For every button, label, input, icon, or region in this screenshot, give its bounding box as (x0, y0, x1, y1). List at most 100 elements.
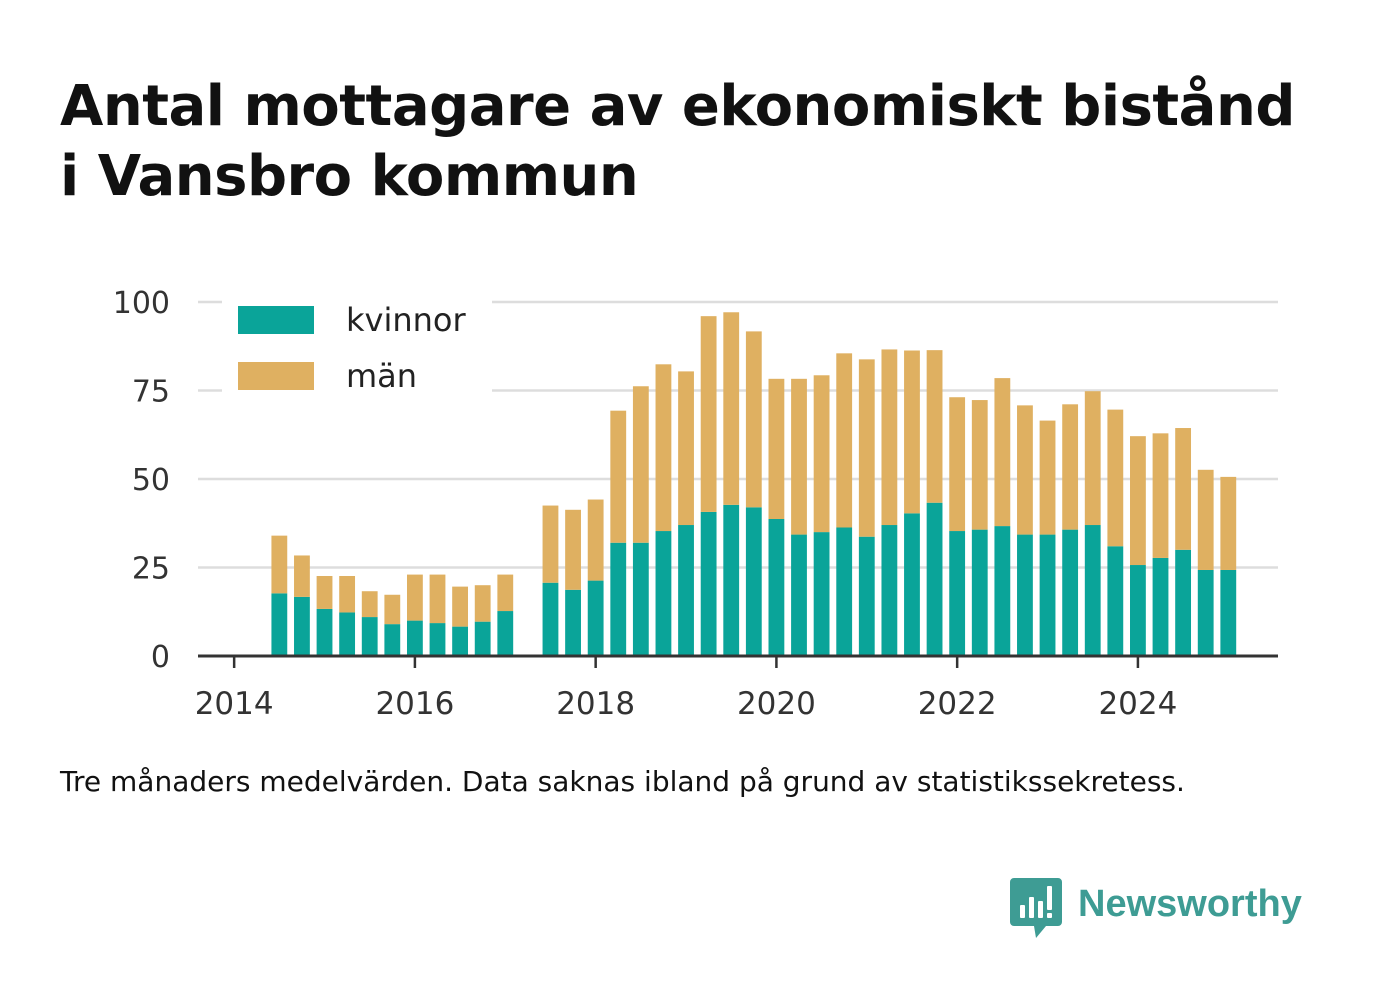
bar-kvinnor (339, 612, 356, 656)
bar-kvinnor (271, 593, 288, 656)
bar-kvinnor (949, 531, 966, 656)
bar-kvinnor (813, 532, 830, 656)
legend-label: kvinnor (346, 301, 467, 339)
bar-kvinnor (1084, 525, 1101, 656)
bar-man (745, 331, 762, 508)
legend-swatch (238, 362, 314, 390)
bar-man (565, 509, 581, 590)
bar-man (994, 378, 1011, 527)
bar-man (813, 375, 830, 533)
bar-kvinnor (926, 502, 943, 656)
bar-kvinnor (881, 525, 898, 656)
bar-kvinnor (384, 624, 401, 656)
bar-kvinnor (700, 511, 717, 656)
x-tick-label: 2016 (375, 686, 454, 722)
bar-man (700, 316, 717, 512)
bar-kvinnor (655, 531, 672, 656)
bar-man (1220, 476, 1237, 570)
chart-footnote: Tre månaders medelvärden. Data saknas ib… (60, 765, 1185, 798)
bar-kvinnor (745, 507, 762, 656)
legend-swatch (238, 306, 314, 334)
newsworthy-logo: Newsworthy (1010, 878, 1302, 940)
y-tick-label: 100 (113, 286, 170, 321)
bar-kvinnor (836, 527, 853, 656)
bar-kvinnor (904, 513, 920, 656)
brand-name: Newsworthy (1078, 883, 1302, 925)
bar-kvinnor (858, 536, 875, 656)
bar-kvinnor (723, 504, 740, 656)
bar-kvinnor (1220, 569, 1237, 656)
chart-title-line-2: i Vansbro kommun (60, 144, 639, 209)
bar-man (316, 575, 333, 609)
axes: 0 25 50 75 100 2014 2016 2018 2020 2022 2024 (113, 286, 1278, 722)
x-tick-label: 2018 (556, 686, 635, 722)
bar-kvinnor (452, 626, 468, 656)
bar-man (1062, 404, 1079, 530)
bar-man (1107, 409, 1124, 547)
x-tick-label: 2022 (918, 686, 997, 722)
bar-kvinnor (429, 623, 446, 656)
bar-man (1152, 433, 1169, 558)
bar-man (632, 386, 649, 543)
bar-kvinnor (1017, 534, 1033, 656)
bar-kvinnor (1107, 546, 1124, 656)
chart-title: Antal mottagare av ekonomiskt bistånd i … (60, 72, 1350, 212)
bar-kvinnor (294, 596, 310, 656)
bar-kvinnor (1062, 529, 1079, 656)
legend-label: män (346, 357, 417, 395)
bar-kvinnor (1175, 549, 1192, 656)
bar-kvinnor (768, 519, 785, 656)
bar-man (1017, 405, 1033, 535)
bar-man (723, 312, 740, 505)
bar-kvinnor (791, 534, 807, 656)
legend: kvinnor män (222, 294, 492, 395)
bar-man (655, 364, 672, 532)
bar-chart-speech-bubble-icon (1010, 878, 1062, 938)
y-tick-label: 50 (132, 463, 170, 498)
bar-kvinnor (1197, 569, 1214, 656)
bar-man (271, 535, 288, 594)
bar-man (768, 378, 785, 520)
bar-man (1130, 436, 1146, 566)
bar-man (791, 378, 807, 535)
bar-kvinnor (542, 582, 559, 656)
y-tick-label: 75 (132, 375, 170, 410)
bar-man (836, 353, 853, 528)
bar-man (971, 400, 988, 530)
bar-man (1175, 428, 1192, 550)
x-tick-label: 2024 (1098, 686, 1177, 722)
bar-kvinnor (1039, 534, 1056, 656)
bar-kvinnor (1152, 557, 1169, 656)
bar-kvinnor (587, 580, 604, 656)
bar-man (361, 591, 378, 618)
bar-man (406, 574, 423, 621)
bar-man (452, 586, 468, 627)
bar-kvinnor (361, 617, 378, 656)
bar-kvinnor (316, 608, 333, 656)
bar-man (678, 371, 694, 526)
bar-man (858, 359, 875, 537)
bars (271, 312, 1237, 656)
bar-man (339, 575, 356, 613)
bar-man (587, 499, 604, 581)
bar-kvinnor (971, 529, 988, 656)
bar-man (497, 574, 514, 612)
bar-man (384, 594, 401, 625)
bar-man (1084, 391, 1101, 526)
bar-man (926, 350, 943, 503)
bar-kvinnor (1130, 565, 1146, 656)
bar-man (949, 397, 966, 532)
bar-kvinnor (994, 526, 1011, 656)
bar-man (1197, 469, 1214, 570)
bar-man (294, 555, 310, 597)
bar-man (542, 505, 559, 583)
bar-man (1039, 420, 1056, 535)
bar-kvinnor (565, 589, 581, 656)
bar-man (474, 585, 491, 622)
bar-kvinnor (678, 525, 694, 656)
bar-man (904, 350, 920, 514)
x-tick-label: 2020 (737, 686, 816, 722)
bar-kvinnor (474, 621, 491, 656)
bar-kvinnor (406, 620, 423, 656)
